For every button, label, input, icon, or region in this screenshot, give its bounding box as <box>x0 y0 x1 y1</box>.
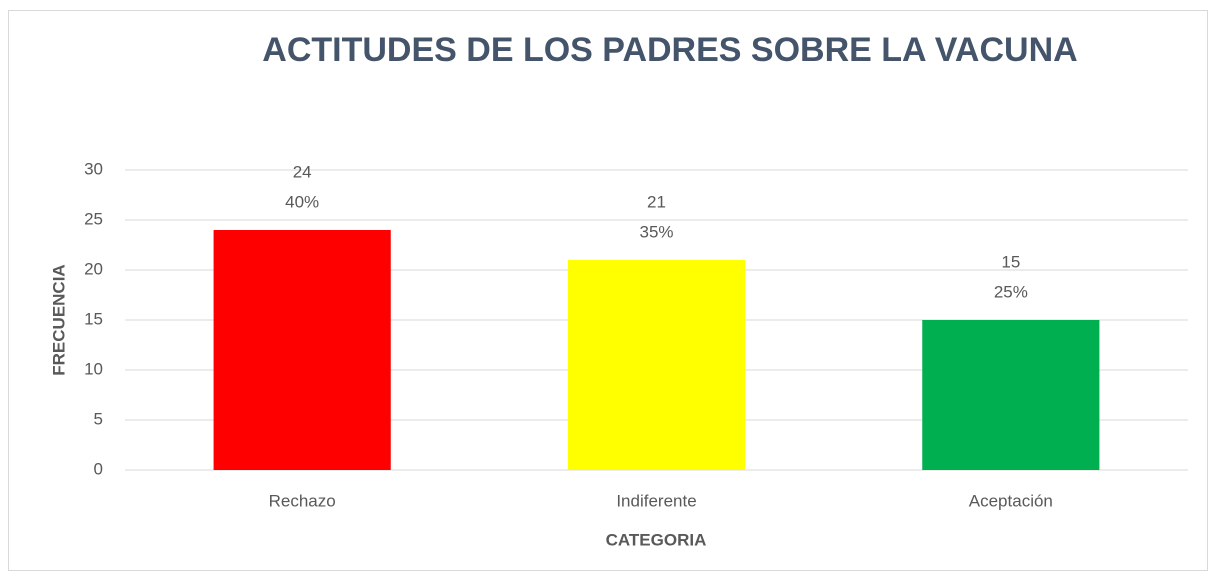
bar <box>213 230 391 470</box>
y-tick-label: 30 <box>84 159 103 178</box>
x-tick-label: Aceptación <box>969 491 1053 510</box>
y-tick-label: 20 <box>84 259 103 278</box>
y-tick-label: 15 <box>84 309 103 328</box>
y-tick-label: 5 <box>94 409 103 428</box>
x-axis-title: CATEGORIA <box>606 530 707 549</box>
x-tick-label: Indiferente <box>616 491 696 510</box>
percent-label: 25% <box>994 282 1028 301</box>
y-tick-label: 10 <box>84 359 103 378</box>
y-tick-label: 0 <box>94 459 103 478</box>
bar <box>567 260 746 470</box>
y-axis-title: FRECUENCIA <box>49 264 68 375</box>
data-label: 24 <box>293 162 312 181</box>
data-label: 21 <box>647 192 666 211</box>
percent-label: 40% <box>285 192 319 211</box>
x-tick-label: Rechazo <box>269 491 336 510</box>
chart-title: ACTITUDES DE LOS PADRES SOBRE LA VACUNA <box>262 31 1077 69</box>
bar <box>922 320 1100 470</box>
y-tick-label: 25 <box>84 209 103 228</box>
percent-label: 35% <box>639 222 673 241</box>
data-label: 15 <box>1001 252 1020 271</box>
